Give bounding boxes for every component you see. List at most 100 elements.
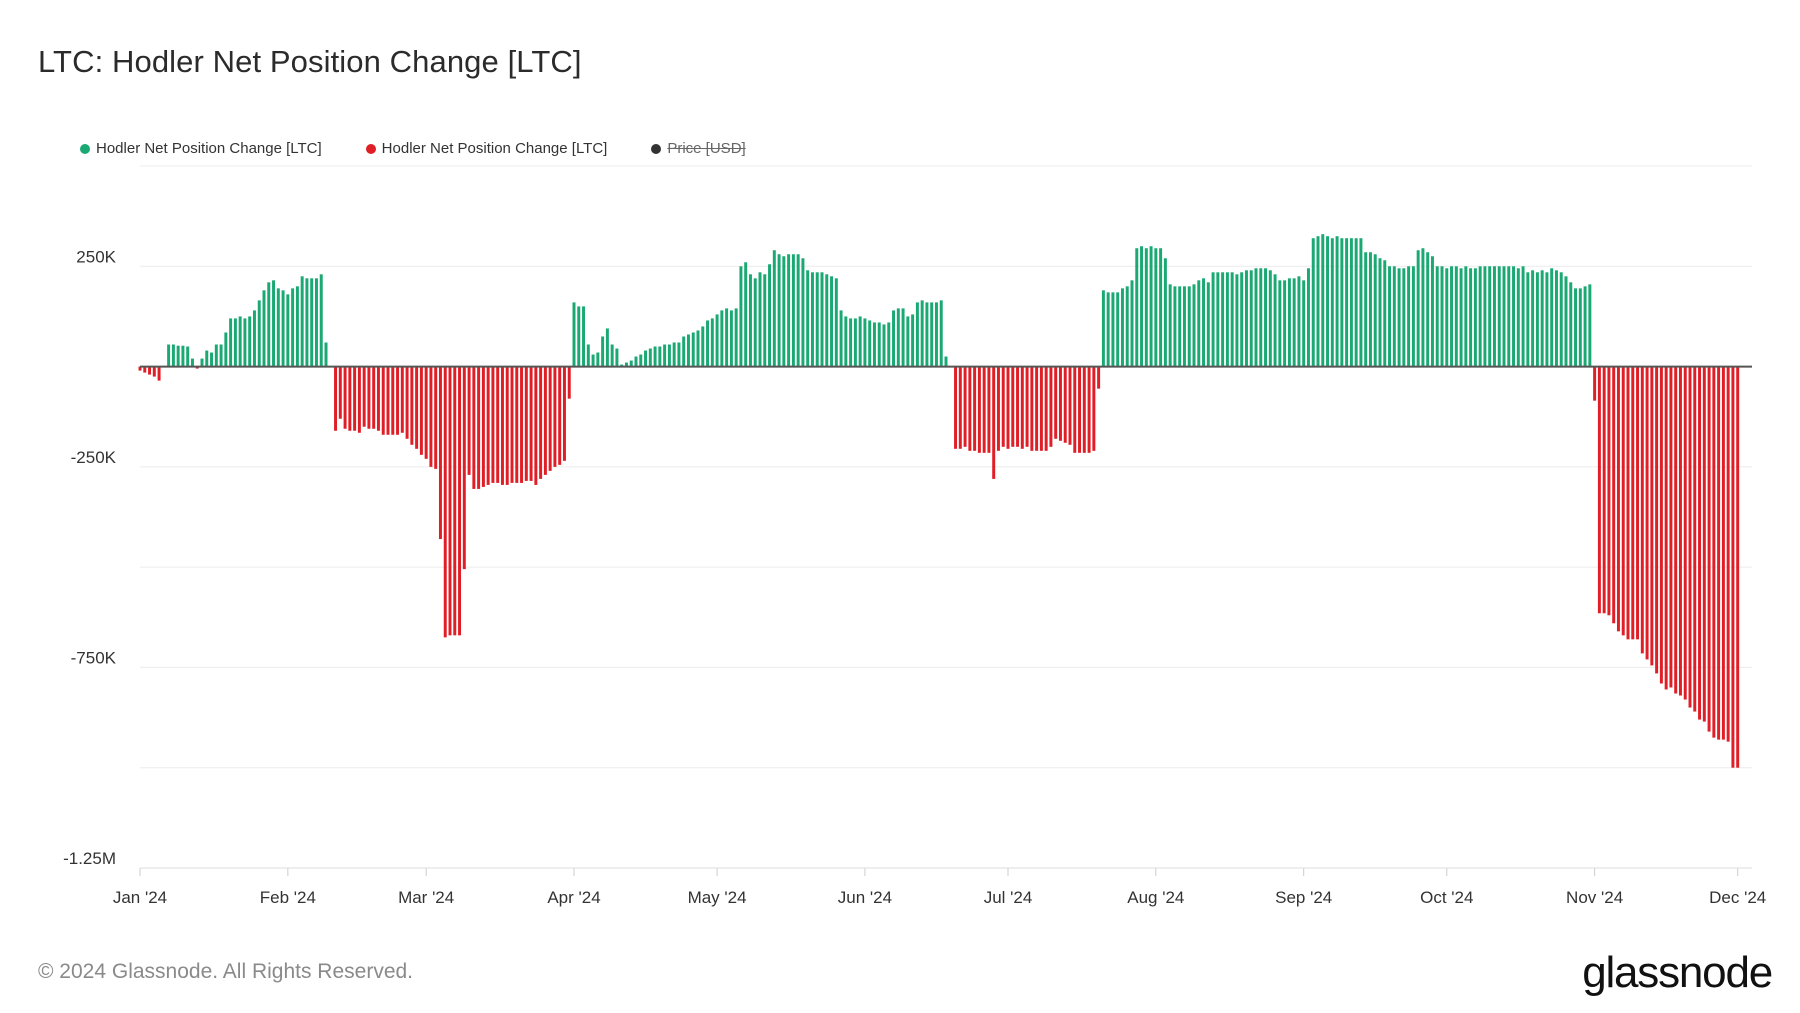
- bar-positive: [219, 344, 223, 367]
- x-tick-label: Aug '24: [1127, 888, 1184, 907]
- bar-negative: [1092, 366, 1096, 451]
- bar-positive: [820, 272, 824, 367]
- bar-negative: [353, 366, 357, 431]
- bar-positive: [1235, 274, 1239, 367]
- bar-negative: [1597, 366, 1601, 614]
- bar-negative: [1054, 366, 1058, 439]
- bar-positive: [868, 320, 872, 367]
- bar-negative: [515, 366, 519, 483]
- bar-negative: [567, 366, 571, 399]
- bar-positive: [1283, 280, 1287, 367]
- bar-positive: [920, 300, 924, 367]
- bar-negative: [443, 366, 447, 638]
- bar-negative: [543, 366, 547, 475]
- y-tick-label: 250K: [76, 247, 116, 266]
- bar-positive: [806, 270, 810, 367]
- bar-positive: [634, 356, 638, 367]
- bar-negative: [1693, 366, 1697, 712]
- bar-positive: [1435, 266, 1439, 367]
- bar-negative: [1011, 366, 1015, 447]
- bar-positive: [1221, 272, 1225, 367]
- bar-positive: [701, 326, 705, 367]
- bar-positive: [1101, 290, 1105, 367]
- bar-negative: [548, 366, 552, 471]
- y-tick-label: -250K: [71, 448, 117, 467]
- bar-negative: [1087, 366, 1091, 453]
- bar-positive: [1464, 266, 1468, 367]
- bar-negative: [1020, 366, 1024, 449]
- bar-positive: [682, 336, 686, 367]
- bar-negative: [1049, 366, 1053, 447]
- legend-item-positive[interactable]: Hodler Net Position Change [LTC]: [80, 140, 322, 157]
- bar-positive: [1507, 266, 1511, 367]
- bar-negative: [195, 366, 199, 369]
- bar-negative: [400, 366, 404, 433]
- bar-positive: [1163, 258, 1167, 367]
- bar-positive: [1326, 236, 1330, 367]
- bar-positive: [710, 318, 714, 367]
- bar-positive: [291, 288, 295, 367]
- bar-positive: [1273, 274, 1277, 367]
- bar-negative: [1645, 366, 1649, 660]
- bar-negative: [448, 366, 452, 636]
- bar-positive: [915, 302, 919, 367]
- bar-positive: [1488, 266, 1492, 367]
- bar-positive: [1564, 276, 1568, 367]
- bar-positive: [1159, 248, 1163, 367]
- bar-negative: [143, 366, 147, 373]
- bar-negative: [1655, 366, 1659, 674]
- bar-negative: [1683, 366, 1687, 700]
- bar-positive: [1287, 278, 1291, 367]
- bar-positive: [601, 336, 605, 367]
- bar-negative: [415, 366, 419, 449]
- bar-positive: [648, 348, 652, 367]
- bar-positive: [1216, 272, 1220, 367]
- bar-positive: [286, 294, 290, 367]
- bar-negative: [1688, 366, 1692, 708]
- bar-negative: [1731, 366, 1735, 768]
- bar-positive: [314, 278, 318, 367]
- y-tick-label: -750K: [71, 648, 117, 667]
- bar-positive: [1182, 286, 1186, 367]
- bar-positive: [663, 344, 667, 367]
- bar-positive: [1311, 238, 1315, 367]
- bar-positive: [1583, 286, 1587, 367]
- bar-positive: [171, 344, 175, 367]
- bar-positive: [1249, 270, 1253, 367]
- bar-positive: [1454, 266, 1458, 367]
- bar-negative: [386, 366, 390, 435]
- bar-positive: [930, 302, 934, 367]
- bar-negative: [520, 366, 524, 483]
- bar-negative: [1607, 366, 1611, 616]
- bar-positive: [1383, 260, 1387, 367]
- legend-item-price[interactable]: Price [USD]: [651, 140, 746, 157]
- bar-positive: [844, 316, 848, 367]
- bar-negative: [1063, 366, 1067, 443]
- bar-positive: [1388, 266, 1392, 367]
- bar-positive: [190, 358, 194, 367]
- bar-negative: [1702, 366, 1706, 722]
- bar-negative: [968, 366, 972, 451]
- bar-positive: [1554, 270, 1558, 367]
- bar-positive: [791, 254, 795, 367]
- bar-positive: [758, 272, 762, 367]
- bar-positive: [624, 362, 628, 367]
- bar-negative: [500, 366, 504, 485]
- bar-positive: [1497, 266, 1501, 367]
- bar-negative: [405, 366, 409, 439]
- bar-positive: [300, 276, 304, 367]
- bar-positive: [1340, 238, 1344, 367]
- bar-positive: [1392, 266, 1396, 367]
- bar-positive: [906, 316, 910, 367]
- bar-positive: [934, 302, 938, 367]
- bar-positive: [1321, 234, 1325, 367]
- bar-positive: [763, 274, 767, 367]
- bar-positive: [1349, 238, 1353, 367]
- legend-dot-red-icon: [365, 143, 376, 154]
- bar-positive: [1545, 272, 1549, 367]
- legend-label-price: Price [USD]: [667, 140, 746, 157]
- legend-item-negative[interactable]: Hodler Net Position Change [LTC]: [365, 140, 607, 157]
- bar-positive: [1192, 284, 1196, 367]
- bar-negative: [1721, 366, 1725, 740]
- bar-negative: [496, 366, 500, 483]
